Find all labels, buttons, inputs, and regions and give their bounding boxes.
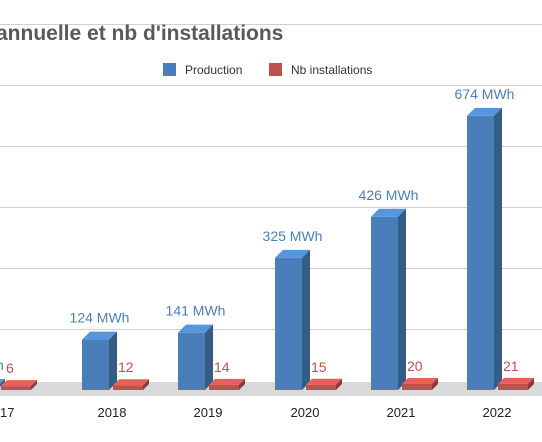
data-labels: MWh6 124 MWh 12 141 MWh 14 325 MWh 15 426 MWh 20… — [0, 86, 519, 376]
legend-label-production: Production — [185, 63, 242, 77]
data-label-production: MWh — [0, 357, 4, 373]
bar-nb-installations-side — [31, 380, 37, 390]
bar-production-2022 — [467, 107, 502, 390]
bar-nb-installations-side — [528, 377, 534, 390]
bar-production-2019-top — [178, 324, 213, 333]
bar-production-2021 — [371, 208, 406, 390]
bar-nb-installations-front — [209, 384, 239, 390]
bar-nb-installations-top — [113, 379, 149, 386]
legend-label-nb-installations: Nb installations — [291, 63, 372, 77]
bar-production-2017 — [0, 379, 5, 387]
data-label-production: 124 MWh — [70, 310, 130, 326]
bar-nb-installations-2017 — [1, 380, 37, 390]
bar-nb-installations-2020 — [306, 378, 342, 390]
x-tick-label: 2022 — [483, 405, 512, 420]
bar-production-2018-front — [82, 339, 109, 390]
x-tick-label: 2021 — [387, 405, 416, 420]
gridlines — [0, 24, 542, 330]
data-label-production: 426 MWh — [359, 187, 419, 203]
bar-nb-installations-2021 — [402, 378, 438, 390]
bar-production-2022-side — [494, 107, 502, 390]
bar-production-2021-side — [398, 208, 406, 390]
bar-nb-installations-front — [498, 383, 528, 390]
bar-production-2020-front — [275, 257, 302, 390]
data-label-production: 674 MWh — [455, 86, 515, 102]
data-label-nb-installations: 12 — [118, 359, 134, 375]
bar-nb-installations-front — [1, 386, 31, 390]
bar-nb-installations-top — [306, 378, 342, 385]
bar-nb-installations-side — [432, 378, 438, 390]
bar-nb-installations-2019 — [209, 378, 245, 390]
bar-nb-installations-top — [1, 380, 37, 387]
bar-production-2019-side — [205, 324, 213, 390]
bar-production-2019 — [178, 324, 213, 390]
bar-nb-installations-2018 — [113, 379, 149, 390]
x-tick-label: 2017 — [0, 405, 14, 420]
x-tick-label: 2019 — [194, 405, 223, 420]
x-axis: 2017 2018 2019 2020 2021 2022 — [0, 405, 511, 420]
x-tick-label: 2020 — [291, 405, 320, 420]
data-label-nb-installations: 6 — [6, 360, 14, 376]
bar-production-2017-side — [0, 379, 5, 387]
bar-nb-installations-top — [209, 378, 245, 385]
bar-nb-installations-side — [336, 378, 342, 390]
bar-nb-installations-front — [306, 384, 336, 390]
bar-nb-installations-2022 — [498, 377, 534, 390]
data-label-production: 141 MWh — [166, 303, 226, 319]
x-tick-label: 2018 — [98, 405, 127, 420]
bar-production-2022-front — [467, 115, 494, 390]
bar-production-2018 — [82, 331, 117, 390]
bar-nb-installations-top — [498, 377, 534, 384]
bar-production-2018-side — [109, 331, 117, 390]
bar-production-2020-side — [302, 249, 310, 390]
bar-nb-installations-front — [113, 385, 143, 390]
bar-nb-installations-side — [239, 378, 245, 390]
chart-title: annuelle et nb d'installations — [0, 22, 283, 45]
bar-nb-installations-side — [143, 379, 149, 390]
bar-production-2019-front — [178, 332, 205, 390]
legend-swatch-production — [163, 63, 176, 76]
bar-production-2021-front — [371, 216, 398, 390]
bar-production-2021-top — [371, 208, 406, 217]
bar-nb-installations-front — [402, 384, 432, 390]
legend: Production Nb installations — [163, 63, 372, 77]
bar-nb-installations-top — [402, 378, 438, 384]
bar-production-2020-top — [275, 249, 310, 258]
floor — [0, 382, 542, 396]
data-label-production: 325 MWh — [263, 228, 323, 244]
data-label-nb-installations: 21 — [503, 358, 519, 374]
bar-production-2020 — [275, 249, 310, 390]
data-label-nb-installations: 15 — [311, 359, 327, 375]
bars — [0, 107, 534, 390]
data-label-nb-installations: 20 — [407, 358, 423, 374]
bar-production-2018-top — [82, 331, 117, 340]
legend-swatch-nb-installations — [269, 63, 282, 76]
bar-production-2022-top — [467, 107, 502, 116]
data-label-nb-installations: 14 — [214, 359, 230, 375]
